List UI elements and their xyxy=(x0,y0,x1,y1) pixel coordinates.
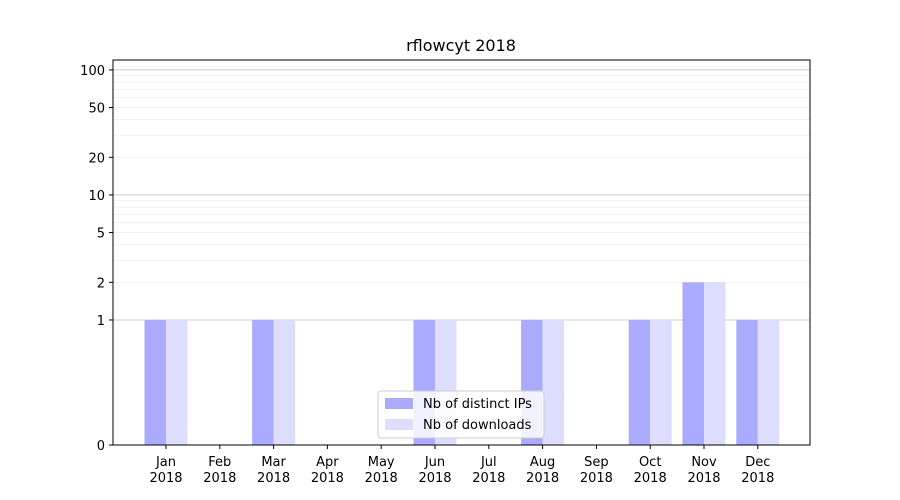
x-tick-label: Dec 2018 xyxy=(741,455,774,486)
bar-distinct-ips xyxy=(736,319,758,445)
bar-downloads xyxy=(650,319,672,445)
y-tick-label: 100 xyxy=(80,64,105,79)
bar-downloads xyxy=(757,319,780,445)
legend-swatch xyxy=(385,419,413,430)
y-tick-label: 20 xyxy=(88,151,105,166)
bar-downloads xyxy=(273,319,296,445)
bar-distinct-ips xyxy=(252,319,274,445)
bar-downloads xyxy=(166,319,188,445)
x-tick-label: Oct 2018 xyxy=(634,455,667,486)
y-tick-label: 10 xyxy=(88,189,105,204)
y-tick-label: 2 xyxy=(97,276,105,291)
bar-downloads xyxy=(542,319,565,445)
x-axis: Jan 2018 Feb 2018 Mar 2018 Apr 2018 May 2018 Jun 20… xyxy=(149,445,774,486)
y-tick-label: 50 xyxy=(88,102,105,117)
bars xyxy=(144,282,780,445)
x-tick-label: Apr 2018 xyxy=(311,455,344,486)
x-tick-label: Jan 2018 xyxy=(149,455,182,486)
x-tick-label: Jul 2018 xyxy=(472,455,505,486)
x-tick-label: Mar 2018 xyxy=(257,455,290,486)
legend-box xyxy=(377,390,545,439)
legend-swatch xyxy=(385,398,413,409)
x-tick-label: Aug 2018 xyxy=(526,455,559,486)
y-tick-label: 5 xyxy=(97,227,105,242)
bar-distinct-ips xyxy=(144,319,166,445)
plot-frame xyxy=(112,59,811,446)
x-tick-label: Jun 2018 xyxy=(418,455,451,486)
legend: Nb of distinct IPs Nb of downloads xyxy=(377,390,545,439)
y-tick-label: 0 xyxy=(97,439,105,454)
x-tick-label: Nov 2018 xyxy=(687,455,720,486)
y-axis: 0 1 2 5 10 20 50 100 xyxy=(80,64,113,454)
x-tick-label: Feb 2018 xyxy=(203,455,236,486)
legend-label: Nb of distinct IPs xyxy=(423,397,532,412)
legend-label: Nb of downloads xyxy=(423,418,532,433)
bar-distinct-ips xyxy=(682,282,704,445)
grid-lines xyxy=(113,69,810,321)
bar-distinct-ips xyxy=(628,319,651,445)
x-tick-label: May 2018 xyxy=(365,455,398,486)
y-tick-label: 1 xyxy=(97,314,105,329)
chart-title: rflowcyt 2018 xyxy=(406,36,516,55)
bar-downloads xyxy=(704,282,726,445)
x-tick-label: Sep 2018 xyxy=(580,455,613,486)
